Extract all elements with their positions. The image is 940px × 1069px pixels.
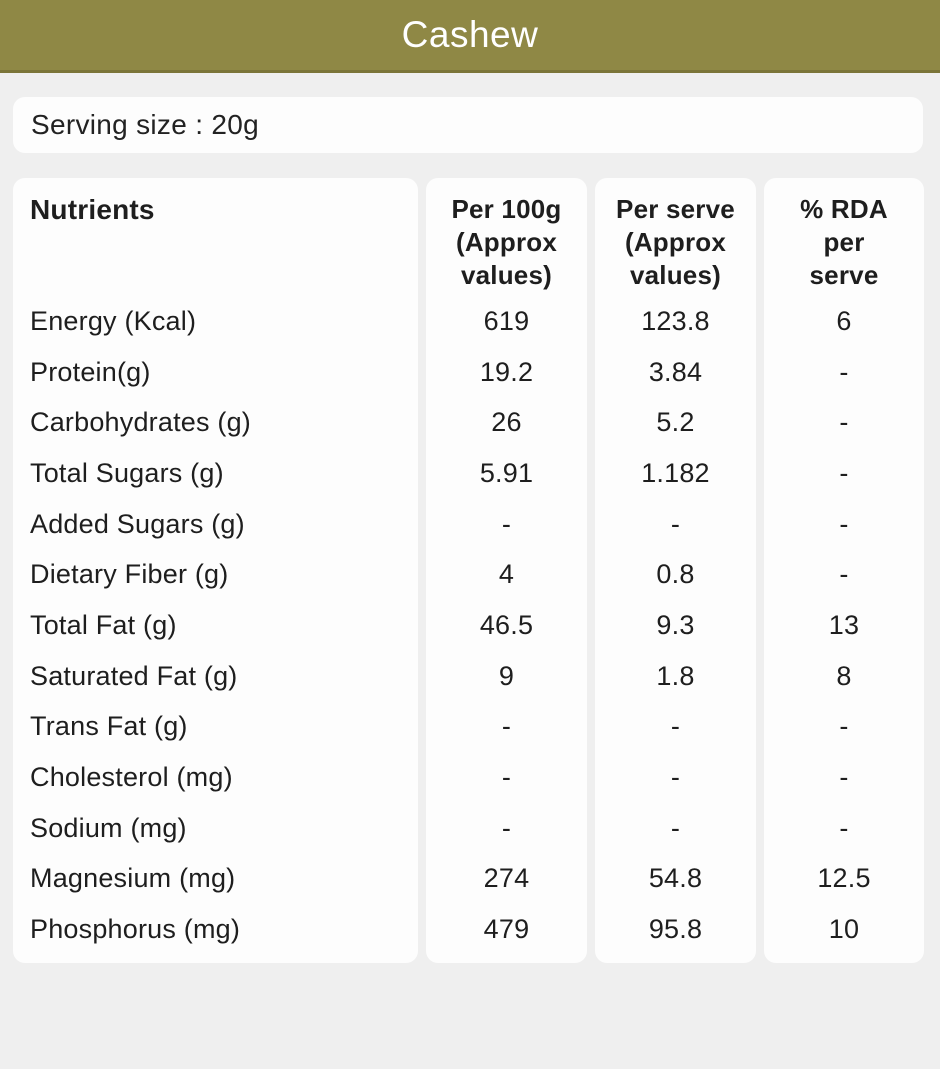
header-line: Per 100g <box>451 194 562 224</box>
table-cell-value: - <box>839 407 849 438</box>
serving-size-label: Serving size : 20g <box>31 109 259 140</box>
per-100g-column: Per 100g (Approx values) 619 19.2 26 5.91 - 4… <box>426 178 587 963</box>
column-header-rda: % RDA per serve <box>764 178 924 296</box>
table-cell-value: 9 <box>498 660 515 691</box>
table-row-label: Magnesium (mg) <box>30 863 236 894</box>
table-cell-value: - <box>670 711 681 742</box>
table-row-label: Cholesterol (mg) <box>30 762 233 793</box>
table-cell-value: 619 <box>483 305 530 336</box>
table-row-label: Protein(g) <box>30 356 151 387</box>
table-cell-value: 12.5 <box>817 863 871 894</box>
page-title: Cashew <box>401 14 539 55</box>
table-cell-value: 4 <box>498 559 515 590</box>
serving-size-card: Serving size : 20g <box>13 97 923 153</box>
table-row-label: Sodium (mg) <box>30 812 187 843</box>
per-serve-column: Per serve (Approx values) 123.8 3.84 5.2 1.… <box>595 178 756 963</box>
table-row-label: Dietary Fiber (g) <box>30 559 229 590</box>
table-cell-value: - <box>501 508 512 539</box>
table-cell-value: 8 <box>836 660 852 691</box>
table-cell-value: 479 <box>483 914 530 945</box>
rda-column: % RDA per serve 6 - - - - - 13 8 - - - 12.5 10 <box>764 178 924 963</box>
table-cell-value: 0.8 <box>656 559 695 590</box>
table-cell-value: 9.3 <box>656 609 695 640</box>
table-cell-value: 1.182 <box>641 457 710 488</box>
table-cell-value: 5.2 <box>656 407 695 438</box>
table-row-label: Total Fat (g) <box>30 609 177 640</box>
table-cell-value: - <box>670 812 681 843</box>
table-cell-value: - <box>670 762 681 793</box>
table-cell-value: 26 <box>491 407 522 438</box>
header-line: Per serve <box>616 194 735 224</box>
nutrition-table: Nutrients Energy (Kcal) Protein(g) Carbohy… <box>13 178 924 963</box>
table-cell-value: 3.84 <box>648 356 703 387</box>
table-cell-value: - <box>839 457 849 488</box>
table-cell-value: 274 <box>483 863 530 894</box>
table-cell-value: 1.8 <box>656 660 695 691</box>
table-cell-value: - <box>501 711 512 742</box>
table-cell-value: 95.8 <box>648 914 703 945</box>
header-line: (Approx <box>624 227 727 257</box>
table-row-label: Energy (Kcal) <box>30 305 197 336</box>
table-cell-value: - <box>839 762 849 793</box>
table-cell-value: - <box>839 812 849 843</box>
column-header-nutrients: Nutrients <box>30 194 155 225</box>
table-cell-value: - <box>839 508 849 539</box>
app-header: Cashew <box>0 0 940 73</box>
column-header-per-serve: Per serve (Approx values) <box>595 178 756 296</box>
per-100g-rows: 619 19.2 26 5.91 - 4 46.5 9 - - - 274 479 <box>426 296 587 955</box>
per-serve-rows: 123.8 3.84 5.2 1.182 - 0.8 9.3 1.8 - - - 54.8 95.8 <box>595 296 756 955</box>
table-cell-value: - <box>839 711 849 742</box>
header-line: per <box>823 227 865 257</box>
table-cell-value: 10 <box>828 914 860 945</box>
table-row-label: Saturated Fat (g) <box>30 660 238 691</box>
table-cell-value: 54.8 <box>648 863 703 894</box>
table-row-label: Trans Fat (g) <box>30 711 188 742</box>
header-line: (Approx <box>455 227 558 257</box>
table-cell-value: - <box>839 356 849 387</box>
table-cell-value: 123.8 <box>641 305 710 336</box>
table-cell-value: - <box>670 508 681 539</box>
table-row-label: Added Sugars (g) <box>30 508 245 539</box>
header-line: serve <box>809 260 879 290</box>
column-header-per-100g: Per 100g (Approx values) <box>426 178 587 296</box>
table-row-label: Carbohydrates (g) <box>30 407 251 438</box>
header-line: % RDA <box>800 194 888 224</box>
table-cell-value: 5.91 <box>479 457 534 488</box>
table-cell-value: 46.5 <box>479 609 534 640</box>
table-row-label: Phosphorus (mg) <box>30 914 241 945</box>
nutrient-name-rows: Energy (Kcal) Protein(g) Carbohydrates (g)… <box>13 296 418 955</box>
table-cell-value: 6 <box>836 305 852 336</box>
table-cell-value: 19.2 <box>479 356 534 387</box>
table-cell-value: - <box>501 762 512 793</box>
table-cell-value: 13 <box>828 609 860 640</box>
header-line: values) <box>460 260 552 290</box>
header-line: values) <box>629 260 721 290</box>
table-cell-value: - <box>839 559 849 590</box>
rda-rows: 6 - - - - - 13 8 - - - 12.5 10 <box>764 296 924 955</box>
table-row-label: Total Sugars (g) <box>30 457 224 488</box>
table-cell-value: - <box>501 812 512 843</box>
nutrients-column: Nutrients Energy (Kcal) Protein(g) Carbohy… <box>13 178 418 963</box>
